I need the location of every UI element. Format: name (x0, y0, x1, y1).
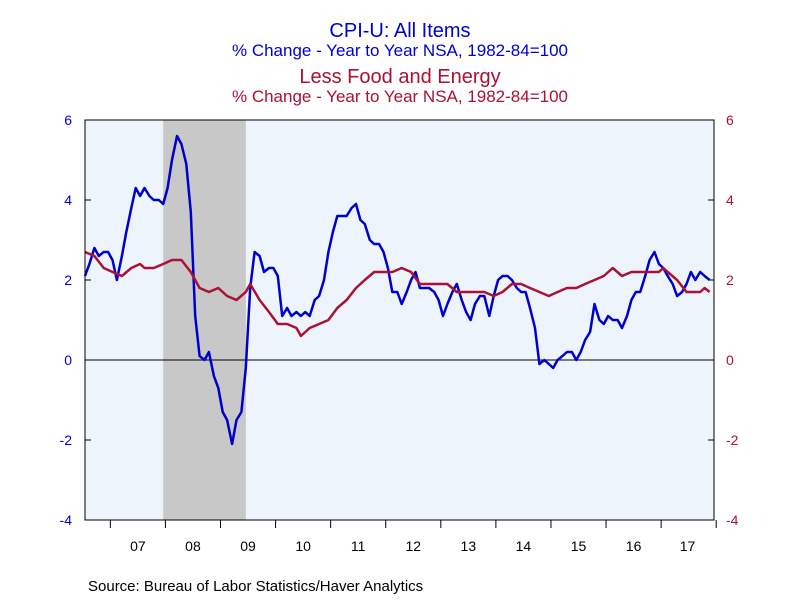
y-right-tick-label: 6 (726, 112, 734, 128)
x-tick-label: 12 (405, 538, 421, 554)
y-left-tick-label: 4 (64, 192, 72, 208)
x-tick-label: 13 (461, 538, 477, 554)
series-line-1 (83, 134, 711, 446)
y-left-tick-label: 2 (64, 272, 72, 288)
x-tick-label: 07 (130, 538, 146, 554)
x-tick-label: 17 (680, 538, 696, 554)
y-left-tick-label: 6 (64, 112, 72, 128)
x-tick-label: 08 (185, 538, 201, 554)
x-tick-label: 15 (571, 538, 587, 554)
y-right-tick-label: 4 (726, 192, 734, 208)
y-left-tick-label: -4 (60, 512, 73, 528)
x-tick-label: 11 (351, 538, 366, 554)
y-left-tick-label: -2 (60, 432, 73, 448)
chart-title: CPI-U: All Items (329, 20, 471, 42)
y-left-tick-label: 0 (64, 352, 72, 368)
x-tick-label: 09 (240, 538, 256, 554)
y-right-tick-label: 0 (726, 352, 734, 368)
y-right-tick-label: -4 (726, 512, 739, 528)
y-right-tick-label: 2 (726, 272, 734, 288)
y-right-tick-label: -2 (726, 432, 739, 448)
chart-title-secondary: Less Food and Energy (299, 66, 501, 88)
plot-frame (84, 119, 715, 521)
chart-subtitle-secondary: % Change - Year to Year NSA, 1982-84=100 (231, 87, 568, 106)
x-tick-label: 10 (295, 538, 311, 554)
chart-subtitle: % Change - Year to Year NSA, 1982-84=100 (231, 41, 568, 60)
x-tick-label: 14 (516, 538, 532, 554)
recession-shading (163, 120, 246, 520)
series-line-2 (84, 250, 711, 338)
source-note: Source: Bureau of Labor Statistics/Haver… (88, 578, 424, 595)
x-tick-label: 16 (626, 538, 642, 554)
